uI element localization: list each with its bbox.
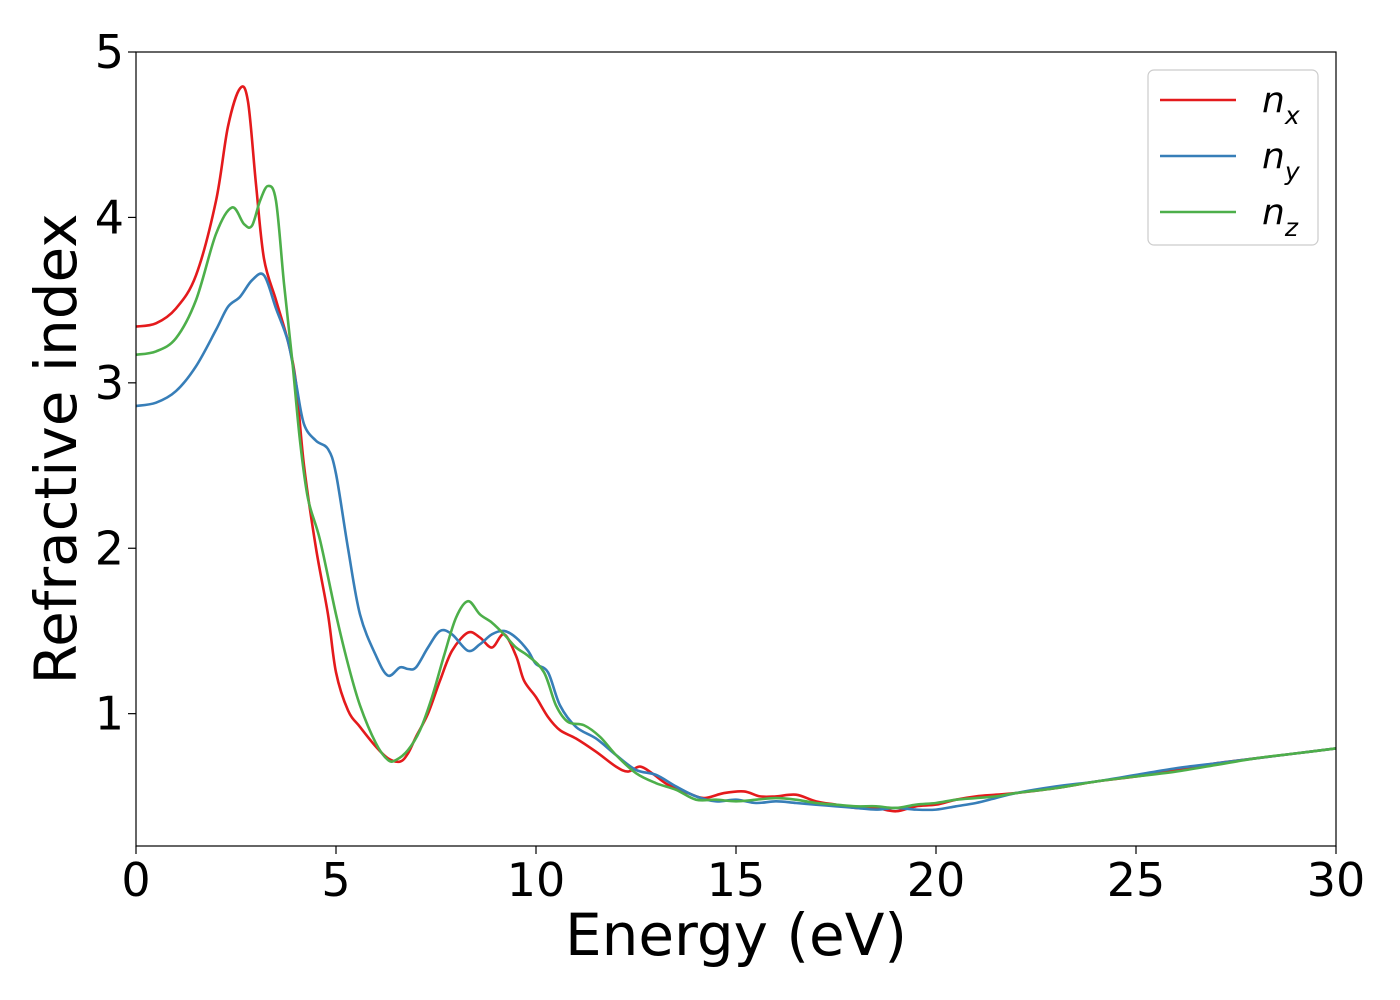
y-tick-label: 1	[95, 687, 124, 741]
y-axis-ticks: 1 2 3 4 5	[95, 25, 136, 741]
x-tick-label: 25	[1107, 853, 1166, 907]
x-tick-label: 20	[907, 853, 966, 907]
legend: nx ny nz	[1147, 69, 1319, 246]
y-tick-label: 5	[95, 25, 124, 79]
x-tick-label: 10	[507, 853, 566, 907]
x-tick-label: 30	[1307, 853, 1366, 907]
x-axis-ticks: 0 5 10 15 20 25 30	[121, 846, 1365, 907]
legend-label: ny	[1262, 136, 1301, 186]
y-tick-label: 3	[95, 356, 124, 410]
y-axis-title: Refractive index	[22, 213, 90, 684]
x-tick-label: 5	[321, 853, 350, 907]
y-tick-label: 2	[95, 521, 124, 575]
legend-label: nz	[1262, 192, 1299, 242]
x-axis-title: Energy (eV)	[565, 901, 907, 969]
legend-label: nx	[1262, 80, 1300, 130]
x-tick-label: 15	[707, 853, 766, 907]
series-layer	[136, 85, 1336, 813]
y-tick-label: 4	[95, 190, 124, 244]
legend-box	[1147, 69, 1319, 246]
series-line-n-z	[136, 184, 1336, 810]
x-tick-label: 0	[121, 853, 150, 907]
